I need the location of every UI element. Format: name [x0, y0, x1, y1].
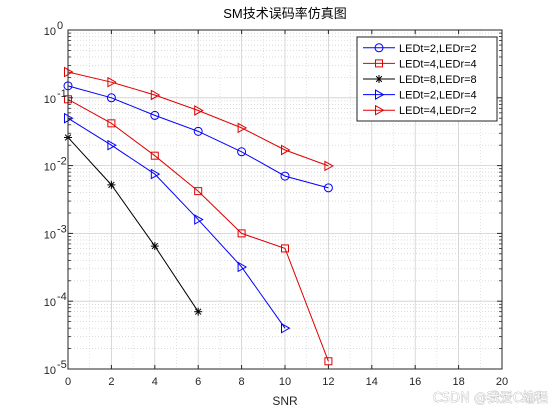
x-tick-label: 20 — [496, 376, 508, 388]
series-line — [67, 85, 329, 189]
data-point — [194, 187, 203, 196]
data-point — [237, 147, 247, 157]
legend-label: LEDt=4,LEDr=2 — [399, 105, 477, 117]
data-point — [150, 89, 161, 101]
data-point — [194, 105, 204, 116]
star-stroke — [194, 308, 202, 315]
star-stroke — [108, 181, 115, 189]
legend-entry: LEDt=4,LEDr=4 — [363, 58, 477, 70]
x-tick-label: 10 — [279, 376, 291, 388]
y-tick-label: 10 — [44, 94, 56, 106]
data-point — [150, 242, 159, 251]
x-axis-label: SNR — [272, 394, 298, 408]
series-line — [67, 98, 329, 362]
data-point — [375, 89, 385, 100]
legend-entry: LEDt=2,LEDr=4 — [363, 89, 477, 102]
y-tick-exponent: -1 — [57, 88, 67, 100]
data-point — [281, 144, 291, 156]
x-tick-label: 8 — [239, 376, 245, 388]
chart-title: SM技术误码率仿真图 — [223, 6, 347, 21]
y-tick-label: 10 — [44, 297, 56, 309]
data-point — [150, 110, 160, 120]
y-tick-label: 10 — [44, 229, 56, 241]
data-point — [194, 307, 203, 316]
legend-label: LEDt=8,LEDr=8 — [399, 74, 477, 86]
x-tick-label: 6 — [195, 376, 201, 388]
watermark: CSDN @我爱C编程 — [433, 391, 548, 406]
series-line — [67, 137, 199, 312]
data-point — [150, 168, 161, 180]
data-point — [375, 75, 383, 83]
legend-label: LEDt=2,LEDr=2 — [399, 43, 477, 55]
data-point — [107, 76, 117, 88]
data-point — [150, 151, 159, 160]
series-line — [67, 71, 329, 167]
series-1 — [63, 81, 333, 193]
x-tick-label: 2 — [108, 376, 114, 388]
data-point — [281, 244, 289, 253]
y-tick-exponent: -4 — [57, 291, 67, 303]
data-point — [281, 322, 291, 334]
data-point — [194, 214, 204, 225]
legend: LEDt=2,LEDr=2 LEDt=4,LEDr=4 LEDt=8,LEDr=8 L… — [356, 36, 498, 122]
y-tick-label: 10 — [44, 26, 56, 38]
data-point — [107, 180, 116, 189]
series-line — [67, 117, 286, 329]
grid — [67, 29, 503, 370]
star-stroke — [151, 242, 159, 250]
data-point — [375, 59, 383, 68]
x-tick-label: 18 — [452, 376, 464, 388]
x-tick-label: 14 — [366, 376, 378, 388]
data-point — [324, 160, 334, 172]
y-tick-label: 10 — [44, 162, 56, 174]
series-2 — [64, 95, 333, 366]
y-tick-exponent: -5 — [57, 359, 67, 371]
y-tick-exponent: -3 — [57, 223, 67, 235]
data-point — [237, 122, 248, 134]
legend-entry: LEDt=2,LEDr=2 — [363, 43, 477, 55]
legend-label: LEDt=2,LEDr=4 — [399, 90, 477, 102]
y-tick-exponent: 0 — [57, 20, 63, 32]
legend-entry: LEDt=8,LEDr=8 — [363, 74, 477, 86]
x-tick-label: 12 — [322, 376, 334, 388]
data-point — [324, 357, 333, 366]
y-tick-exponent: -2 — [57, 156, 67, 168]
data-point — [107, 139, 117, 151]
data-point — [280, 171, 290, 181]
data-point — [323, 183, 333, 193]
series-layer — [63, 66, 334, 366]
data-point — [375, 104, 385, 116]
data-point — [374, 43, 384, 53]
data-point — [107, 119, 116, 128]
star-stroke — [375, 75, 383, 83]
x-tick-label: 16 — [409, 376, 421, 388]
x-tick-label: 0 — [65, 376, 71, 388]
y-tick-label: 10 — [44, 365, 56, 377]
x-tick-label: 4 — [152, 376, 158, 388]
data-point — [237, 229, 246, 238]
legend-label: LEDt=4,LEDr=4 — [399, 58, 477, 70]
data-point — [106, 93, 116, 103]
data-point — [237, 261, 248, 273]
data-point — [193, 126, 203, 136]
legend-entry: LEDt=4,LEDr=2 — [363, 104, 477, 117]
